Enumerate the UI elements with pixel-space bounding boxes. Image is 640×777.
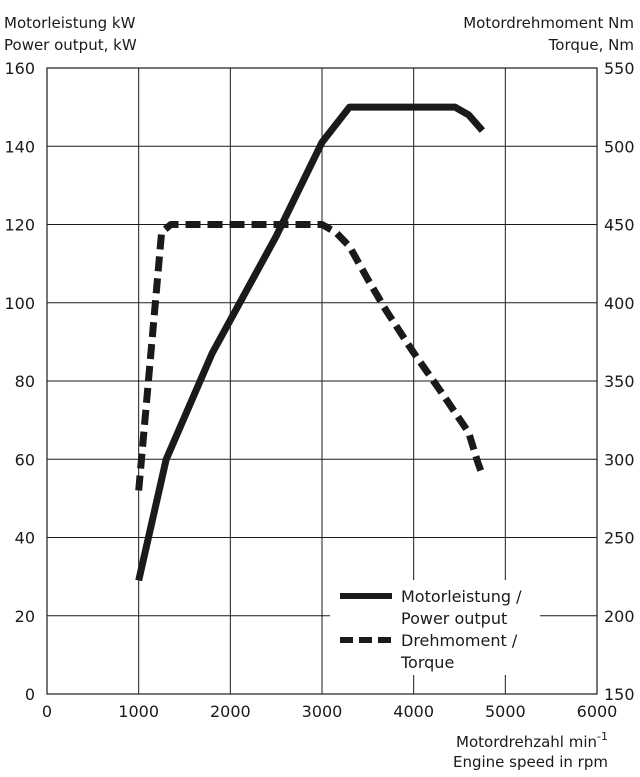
y-left-tick-label: 60 <box>15 450 35 469</box>
x-axis-title-line2: Engine speed in rpm <box>453 753 608 771</box>
legend-label-power-line1: Motorleistung / <box>401 587 522 606</box>
x-tick-label: 2000 <box>210 702 251 721</box>
x-tick-label: 0 <box>42 702 52 721</box>
y-left-tick-label: 120 <box>4 216 35 235</box>
y-right-tick-label: 250 <box>604 529 635 548</box>
y-right-tick-label: 550 <box>604 59 635 78</box>
y-right-tick-label: 400 <box>604 294 635 313</box>
right-axis-title-line1: Motordrehmoment Nm <box>463 14 634 32</box>
grid-lines <box>47 68 597 694</box>
x-axis-title-line1: Motordrehzahl min-1 <box>456 730 608 751</box>
legend-label-torque-line2: Torque <box>400 653 454 672</box>
y-right-tick-label: 150 <box>604 685 635 704</box>
series-line-power <box>135 103 486 582</box>
x-tick-label: 3000 <box>302 702 343 721</box>
tick-labels: 0 20 40 60 80 100 120 140 160 150 200 250 300 350 400 4… <box>4 59 634 721</box>
y-left-tick-label: 80 <box>15 372 35 391</box>
x-axis-title-superscript: -1 <box>597 730 608 743</box>
legend-label-power-line2: Power output <box>401 609 507 628</box>
series-layer <box>135 103 486 582</box>
x-tick-label: 5000 <box>485 702 526 721</box>
y-left-tick-label: 20 <box>15 607 35 626</box>
y-left-tick-label: 140 <box>4 137 35 156</box>
legend: Motorleistung / Power output Drehmoment … <box>330 580 540 675</box>
left-axis-title-line2: Power output, kW <box>4 36 137 54</box>
left-axis-title-line1: Motorleistung kW <box>4 14 136 32</box>
x-tick-label: 4000 <box>393 702 434 721</box>
y-right-tick-label: 500 <box>604 137 635 156</box>
y-left-tick-label: 100 <box>4 294 35 313</box>
right-axis-title-line2: Torque, Nm <box>548 36 634 54</box>
x-axis-title-main: Motordrehzahl min <box>456 733 597 751</box>
y-left-tick-label: 40 <box>15 529 35 548</box>
y-right-tick-label: 300 <box>604 450 635 469</box>
y-right-tick-label: 350 <box>604 372 635 391</box>
y-right-tick-label: 450 <box>604 216 635 235</box>
legend-label-torque-line1: Drehmoment / <box>401 631 518 650</box>
series-line-torque <box>135 221 486 491</box>
x-tick-label: 1000 <box>118 702 159 721</box>
y-left-tick-label: 160 <box>4 59 35 78</box>
y-right-tick-label: 200 <box>604 607 635 626</box>
x-tick-label: 6000 <box>577 702 618 721</box>
plot-frame <box>46 67 598 695</box>
y-left-tick-label: 0 <box>25 685 35 704</box>
